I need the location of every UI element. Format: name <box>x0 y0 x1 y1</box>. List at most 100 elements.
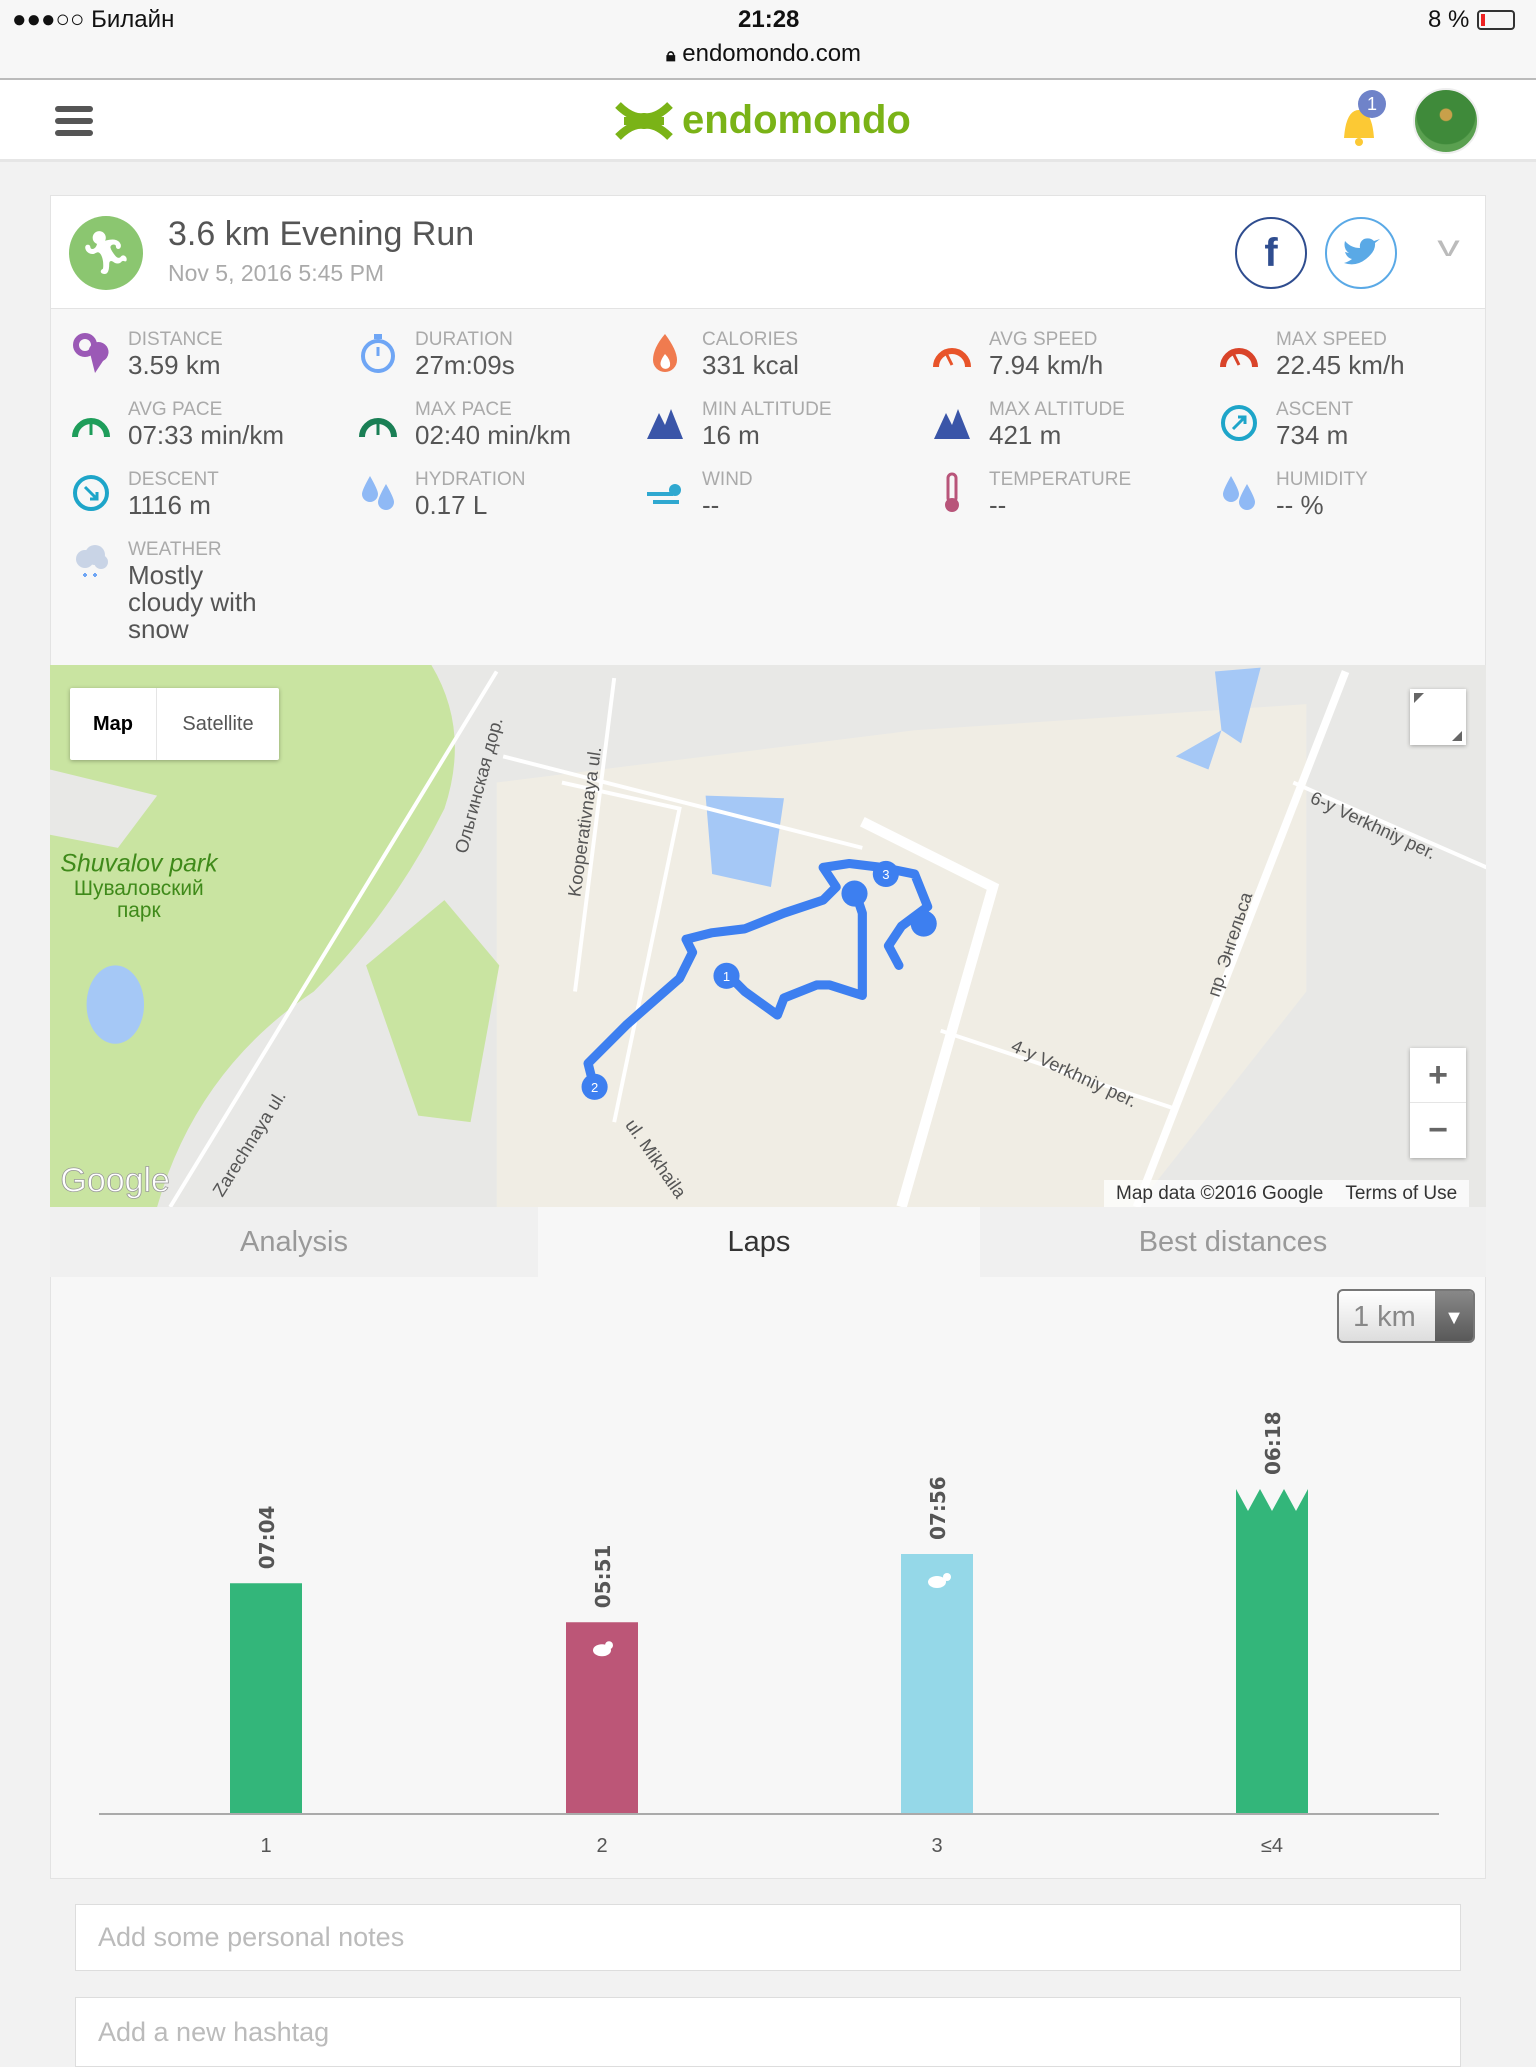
stat-value: 27m:09s <box>415 350 515 380</box>
mountain-icon <box>645 403 685 443</box>
status-bar: ●●●○○ Билайн 21:28 8 % 🔒︎ endomondo.com <box>0 0 1536 80</box>
zoom-in-button[interactable]: + <box>1410 1048 1466 1103</box>
workout-header: 🏃︎ 3.6 km Evening Run Nov 5, 2016 5:45 P… <box>50 195 1486 309</box>
stat-label: Min altitude <box>702 399 832 420</box>
water-drops-icon <box>358 473 398 513</box>
stat-value: 7.94 km/h <box>989 350 1104 380</box>
lap-bar[interactable] <box>230 1583 302 1814</box>
flame-icon <box>645 333 685 373</box>
dropdown-arrow-icon: ▼ <box>1435 1291 1473 1341</box>
descent-icon <box>71 473 111 513</box>
zoom-out-button[interactable]: − <box>1428 1111 1448 1149</box>
map-type-satellite-button[interactable]: Satellite <box>182 712 254 735</box>
stat-value: 3.59 km <box>128 350 221 380</box>
lap-marker[interactable]: 2 <box>591 1080 598 1095</box>
stats-grid: Distance 3.59 km Duration 27m:09s Calori… <box>50 309 1486 666</box>
mountain-icon <box>932 403 972 443</box>
stat-label: Avg speed <box>989 329 1098 350</box>
lap-marker[interactable]: 1 <box>723 969 730 984</box>
lap-bar[interactable] <box>1236 1489 1308 1814</box>
map-data-credit: Map data ©2016 Google <box>1116 1182 1324 1204</box>
stat-value: 22.45 km/h <box>1276 350 1405 380</box>
tab-best-distances[interactable]: Best distances <box>980 1207 1486 1277</box>
stat-label: Weather <box>128 539 222 560</box>
stopwatch-icon <box>358 333 398 373</box>
route-pin-icon[interactable] <box>910 910 937 937</box>
x-tick-label: ≤4 <box>1261 1835 1283 1857</box>
stat-label: Distance <box>128 329 223 350</box>
lap-marker[interactable]: 3 <box>882 867 889 882</box>
wind-icon <box>645 473 685 513</box>
thermometer-icon <box>932 472 972 513</box>
notification-badge: 1 <box>1358 90 1386 118</box>
twitter-icon <box>1344 238 1380 265</box>
facebook-icon: f <box>1264 230 1278 275</box>
tab-analysis[interactable]: Analysis <box>50 1207 538 1277</box>
stat-value: 1116 m <box>128 490 211 520</box>
lap-distance-value: 1 km <box>1353 1301 1416 1333</box>
hamburger-menu-icon[interactable] <box>55 106 93 136</box>
workout-title: 3.6 km Evening Run <box>168 215 475 253</box>
under-armour-logo-icon <box>615 101 673 140</box>
zoom-control: + − <box>1410 1048 1466 1158</box>
stat-label: Humidity <box>1276 469 1368 490</box>
url-bar[interactable]: 🔒︎ endomondo.com <box>666 40 862 67</box>
lap-pace-label: 07:04 <box>255 1506 279 1570</box>
lap-pace-label: 05:51 <box>591 1545 615 1609</box>
tab-laps[interactable]: Laps <box>538 1207 980 1277</box>
brand-logo[interactable]: endomondo <box>614 98 911 143</box>
stat-value: 02:40 min/km <box>415 420 572 450</box>
map-type-control: Map Satellite <box>70 688 279 760</box>
stat-label: Max altitude <box>989 399 1125 420</box>
stat-label: Avg pace <box>128 399 223 420</box>
lap-pace-label: 07:56 <box>926 1476 950 1540</box>
stat-value: Mostly cloudy with snow <box>128 560 257 644</box>
laps-bar-chart: 07:04 1 05:51 2 07:56 3 06:18 ≤4 <box>99 1411 1439 1857</box>
stat-value: 734 m <box>1276 420 1349 450</box>
google-logo: Google <box>60 1161 169 1199</box>
lap-distance-select[interactable]: 1 km ▼ <box>1337 1289 1475 1343</box>
twitter-share-button[interactable] <box>1325 217 1397 289</box>
stat-value: -- % <box>1276 490 1324 520</box>
stat-value: 0.17 L <box>415 490 488 520</box>
stat-label: Hydration <box>415 469 526 490</box>
stat-label: Calories <box>702 329 799 350</box>
stat-label: Ascent <box>1276 399 1354 420</box>
fullscreen-button[interactable] <box>1410 689 1466 745</box>
top-nav: endomondo 1 <box>0 80 1536 162</box>
expand-chevron-icon[interactable]: v <box>1437 230 1460 263</box>
notification-bell-icon[interactable]: 1 <box>1336 90 1386 146</box>
ascent-icon <box>1219 403 1259 443</box>
battery-icon <box>1477 10 1515 30</box>
stat-value: 331 kcal <box>702 350 799 380</box>
x-tick-label: 2 <box>596 1835 607 1857</box>
turtle-icon <box>928 1573 951 1588</box>
map-type-map-button[interactable]: Map <box>70 688 157 760</box>
running-sport-icon: 🏃︎ <box>69 216 143 290</box>
speedometer-icon <box>1219 333 1259 373</box>
terms-of-use-link[interactable]: Terms of Use <box>1345 1182 1458 1204</box>
stat-label: Max speed <box>1276 329 1387 350</box>
laps-panel: 1 km ▼ 07:04 1 05:51 2 07:56 3 06:18 ≤4 <box>50 1277 1486 1879</box>
battery-percent: 8 % <box>1428 6 1470 33</box>
lap-bar[interactable] <box>901 1554 973 1814</box>
facebook-share-button[interactable]: f <box>1235 217 1307 289</box>
pace-gauge-icon <box>71 403 111 443</box>
stat-label: Max pace <box>415 399 512 420</box>
hashtag-input[interactable]: Add a new hashtag <box>75 1997 1461 2067</box>
personal-notes-input[interactable]: Add some personal notes <box>75 1904 1461 1971</box>
route-map[interactable]: 1 2 3 Shuvalov park Шуваловский парк Оль… <box>50 665 1486 1207</box>
workout-date: Nov 5, 2016 5:45 PM <box>168 260 385 286</box>
snow-cloud-icon <box>71 543 111 583</box>
fullscreen-icon <box>1414 693 1462 741</box>
route-pin-icon[interactable] <box>841 880 868 907</box>
stat-value: -- <box>989 490 1007 520</box>
stat-value: 16 m <box>702 420 760 450</box>
user-avatar[interactable] <box>1413 88 1479 154</box>
stat-value: 07:33 min/km <box>128 420 285 450</box>
carrier: ●●●○○ Билайн <box>12 6 175 33</box>
speedometer-icon <box>932 333 972 373</box>
map-label-park-ru: Шуваловский <box>74 877 204 900</box>
map-canvas[interactable]: 1 2 3 Shuvalov park Шуваловский парк Оль… <box>50 665 1486 1207</box>
stat-value: -- <box>702 490 720 520</box>
